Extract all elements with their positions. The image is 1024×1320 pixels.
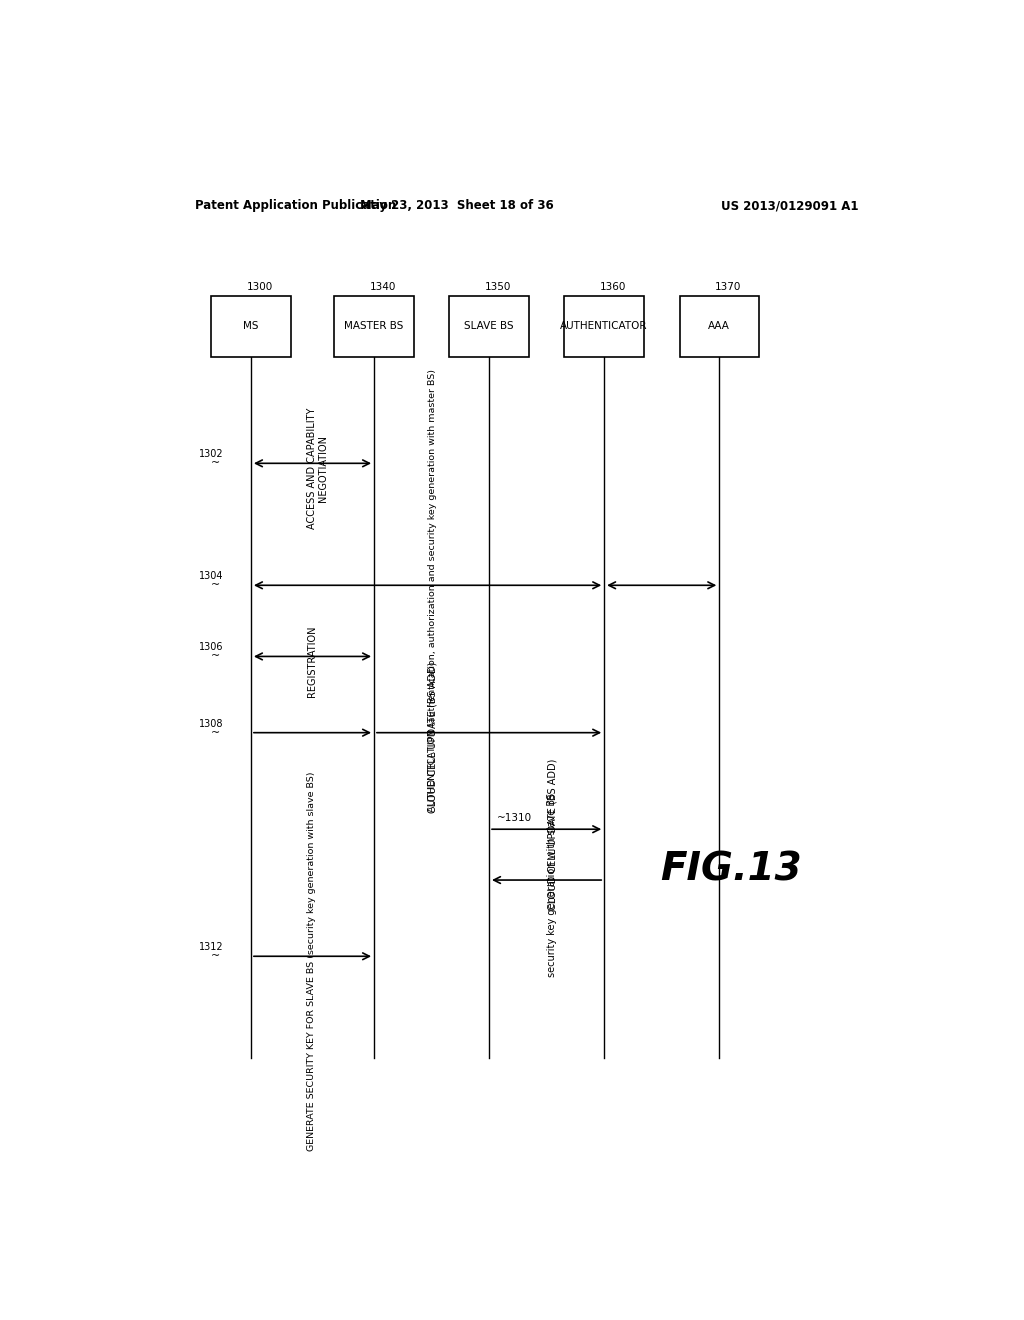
Text: ~: ~ <box>211 652 220 661</box>
Text: May 23, 2013  Sheet 18 of 36: May 23, 2013 Sheet 18 of 36 <box>360 199 554 213</box>
Text: 1300: 1300 <box>247 281 273 292</box>
Text: ~: ~ <box>211 581 220 590</box>
Text: 1350: 1350 <box>485 281 512 292</box>
Text: FIG.13: FIG.13 <box>660 851 802 888</box>
Bar <box>564 296 644 356</box>
Text: ~: ~ <box>618 297 628 308</box>
Bar <box>211 296 291 356</box>
Text: 1340: 1340 <box>370 281 396 292</box>
Text: security key generation with slave BS: security key generation with slave BS <box>547 793 557 977</box>
Text: ~: ~ <box>265 297 274 308</box>
Text: ~: ~ <box>211 727 220 738</box>
Text: ~1310: ~1310 <box>497 813 532 824</box>
Text: AUTHENTICATION (authentication, authorization and security key generation with m: AUTHENTICATION (authentication, authoriz… <box>428 368 437 812</box>
Bar <box>334 296 414 356</box>
Text: ~: ~ <box>211 458 220 469</box>
Text: US 2013/0129091 A1: US 2013/0129091 A1 <box>721 199 858 213</box>
Text: SLAVE BS: SLAVE BS <box>464 321 514 331</box>
Text: ~: ~ <box>504 297 513 308</box>
Text: 1306: 1306 <box>200 643 224 652</box>
Text: 1308: 1308 <box>200 718 224 729</box>
Text: ACCESS AND CAPABILITY
NEGOTIATION: ACCESS AND CAPABILITY NEGOTIATION <box>306 408 328 529</box>
Text: ~: ~ <box>211 952 220 961</box>
Text: ~: ~ <box>388 297 397 308</box>
Bar <box>450 296 528 356</box>
Text: 1302: 1302 <box>200 449 224 459</box>
Text: 1304: 1304 <box>200 572 224 581</box>
Text: ~: ~ <box>733 297 742 308</box>
Text: GENERATE SECURITY KEY FOR SLAVE BS (security key generation with slave BS): GENERATE SECURITY KEY FOR SLAVE BS (secu… <box>306 772 315 1151</box>
Bar <box>680 296 759 356</box>
Text: 1312: 1312 <box>200 942 224 952</box>
Text: REGISTRATION: REGISTRATION <box>306 626 316 697</box>
Text: MASTER BS: MASTER BS <box>344 321 403 331</box>
Text: 1370: 1370 <box>715 281 741 292</box>
Text: AAA: AAA <box>709 321 730 331</box>
Text: CLOUD CELL UPDATE (BS ADD): CLOUD CELL UPDATE (BS ADD) <box>547 759 557 909</box>
Text: MS: MS <box>244 321 259 331</box>
Text: 1360: 1360 <box>600 281 627 292</box>
Text: Patent Application Publication: Patent Application Publication <box>196 199 396 213</box>
Text: AUTHENTICATOR: AUTHENTICATOR <box>560 321 648 331</box>
Text: CLOUD CELL UPDATE (BS ADD): CLOUD CELL UPDATE (BS ADD) <box>428 663 438 813</box>
